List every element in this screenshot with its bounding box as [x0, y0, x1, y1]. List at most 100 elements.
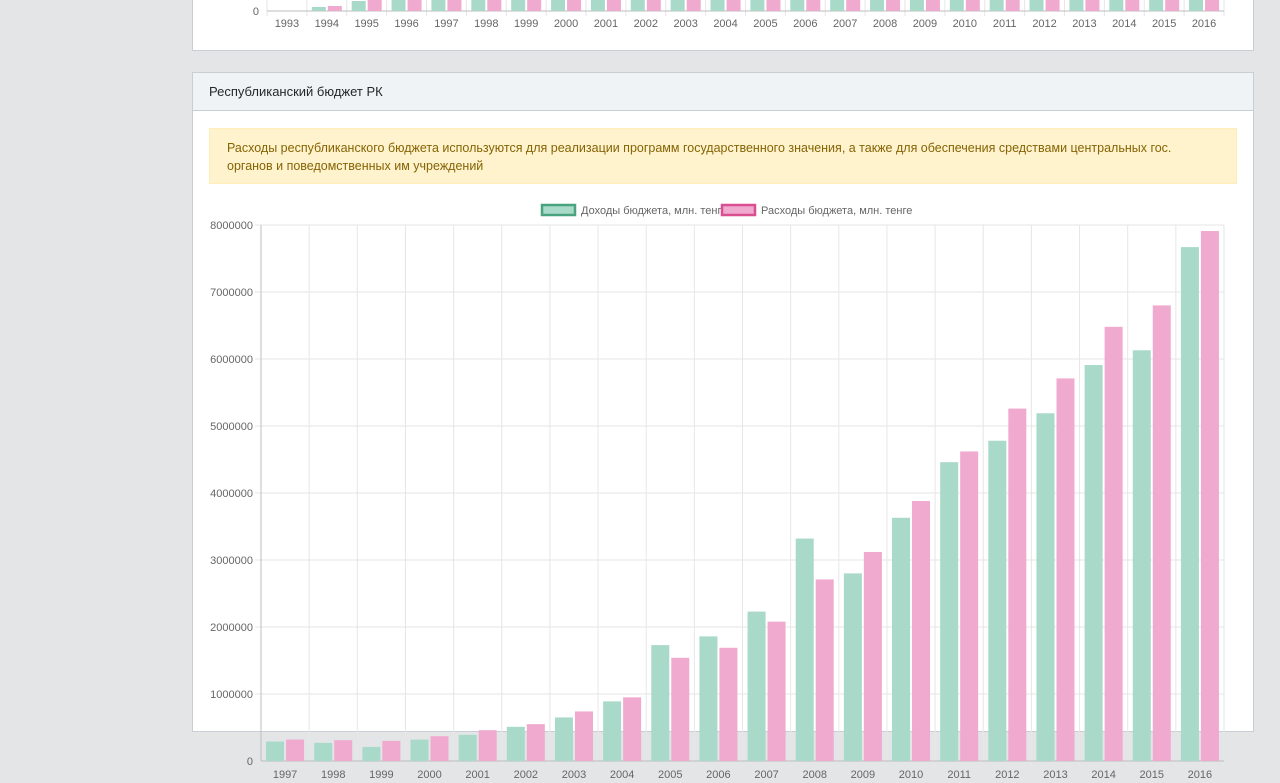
bar	[554, 717, 573, 761]
bar	[1189, 0, 1204, 11]
x-tick-label: 1995	[354, 18, 378, 30]
bar	[362, 746, 381, 761]
x-tick-label: 2008	[873, 18, 897, 30]
bar	[551, 0, 566, 11]
y-tick-label: 5000000	[210, 421, 253, 433]
bar	[909, 0, 924, 11]
bar	[1149, 0, 1164, 11]
x-tick-label: 1998	[321, 769, 345, 781]
x-tick-label: 2000	[417, 769, 441, 781]
x-tick-label: 1999	[514, 18, 538, 30]
x-tick-label: 2006	[793, 18, 817, 30]
x-tick-label: 2002	[634, 18, 658, 30]
x-tick-label: 2001	[594, 18, 618, 30]
bar	[1036, 413, 1055, 761]
bar	[311, 7, 326, 11]
x-tick-label: 1993	[275, 18, 299, 30]
x-tick-label: 2007	[754, 769, 778, 781]
bar	[646, 0, 661, 11]
bar	[1180, 247, 1199, 762]
x-tick-label: 2016	[1188, 769, 1212, 781]
x-tick-label: 1996	[394, 18, 418, 30]
bar	[846, 0, 861, 11]
x-tick-label: 2005	[658, 769, 682, 781]
bar	[511, 0, 526, 11]
bar	[806, 0, 821, 11]
bar	[843, 573, 862, 761]
x-tick-label: 2013	[1043, 769, 1067, 781]
bar	[989, 0, 1004, 11]
bar	[603, 701, 622, 761]
x-tick-label: 2011	[993, 18, 1017, 30]
bar	[795, 538, 814, 761]
legend-label: Расходы бюджета, млн. тенге	[761, 205, 912, 217]
bar	[1084, 365, 1103, 761]
y-tick-label: 1000000	[210, 689, 253, 701]
bar	[314, 742, 333, 761]
legend-swatch	[720, 203, 757, 217]
x-tick-label: 2003	[562, 769, 586, 781]
bar	[790, 0, 805, 11]
x-tick-label: 1997	[434, 18, 458, 30]
bar	[747, 611, 766, 761]
bar	[410, 739, 429, 761]
bar	[471, 0, 486, 11]
bar	[949, 0, 964, 11]
x-tick-label: 2012	[1032, 18, 1056, 30]
y-tick-label: 0	[247, 756, 253, 768]
bar	[892, 517, 911, 761]
bar	[965, 0, 980, 11]
y-tick-label: 6000000	[210, 354, 253, 366]
bar	[526, 724, 545, 761]
bar	[1069, 0, 1084, 11]
bar	[686, 0, 701, 11]
bar	[1125, 0, 1140, 11]
bar	[623, 697, 642, 761]
y-tick-label: 8000000	[210, 220, 253, 232]
bar	[431, 0, 446, 11]
x-tick-label: 2011	[947, 769, 971, 781]
bar	[1205, 0, 1220, 11]
x-tick-label: 2016	[1192, 18, 1216, 30]
bar	[1029, 0, 1044, 11]
bar	[430, 736, 449, 761]
x-tick-label: 2015	[1140, 769, 1164, 781]
bar	[1008, 408, 1027, 761]
bar	[710, 0, 725, 11]
bar	[567, 0, 582, 11]
x-tick-label: 2010	[899, 769, 923, 781]
x-tick-label: 2009	[851, 769, 875, 781]
bar	[382, 740, 401, 761]
budget-bar-chart: Доходы бюджета, млн. тенге Расходы бюджет…	[210, 203, 1225, 781]
bar	[1045, 0, 1060, 11]
x-tick-label: 2000	[554, 18, 578, 30]
bar	[699, 636, 718, 761]
y-tick-label: 0	[253, 6, 259, 18]
bar	[1056, 378, 1075, 761]
top-chart: 0 1993 1994 1995 1996 1997 1998 1999 2000 2001 200…	[253, 0, 1225, 30]
card-title: Республиканский бюджет РК	[193, 73, 1253, 111]
bar	[1152, 305, 1171, 761]
bar	[988, 440, 1007, 761]
bar	[367, 0, 382, 11]
legend-label: Доходы бюджета, млн. тенге	[581, 205, 727, 217]
x-tick-label: 1997	[273, 769, 297, 781]
bar	[1109, 0, 1124, 11]
bar	[1165, 0, 1180, 11]
y-tick-label: 4000000	[210, 488, 253, 500]
bar	[830, 0, 845, 11]
bar	[670, 0, 685, 11]
x-tick-label: 1998	[474, 18, 498, 30]
bar	[940, 462, 959, 761]
x-tick-label: 1994	[315, 18, 339, 30]
bar	[1132, 350, 1151, 761]
y-tick-label: 7000000	[210, 287, 253, 299]
x-tick-label: 2008	[802, 769, 826, 781]
x-tick-label: 1999	[369, 769, 393, 781]
x-tick-label: 2005	[753, 18, 777, 30]
x-tick-label: 2009	[913, 18, 937, 30]
bar	[1200, 231, 1219, 761]
bar	[630, 0, 645, 11]
bar	[750, 0, 765, 11]
bar	[506, 726, 525, 761]
